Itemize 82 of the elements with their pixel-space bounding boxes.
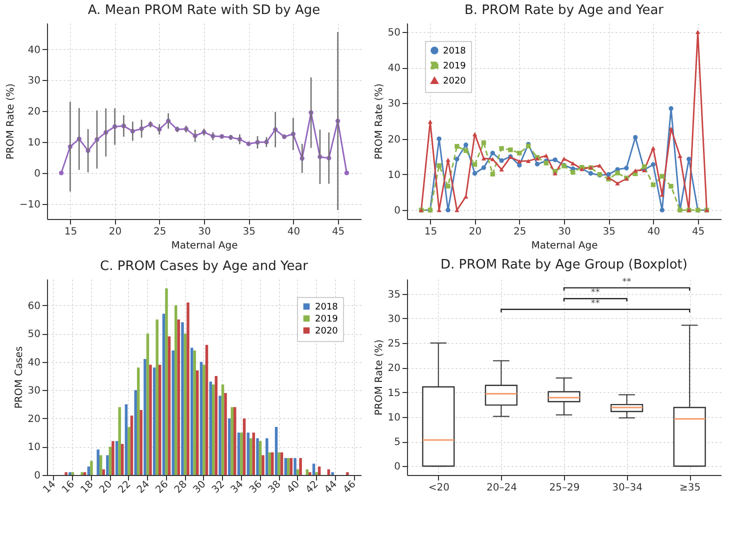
x-tick-label: 20–24 xyxy=(486,482,517,494)
legend-label: 2018 xyxy=(443,46,466,56)
legend-label: 2018 xyxy=(315,302,338,312)
y-tick-label: 25 xyxy=(388,338,400,350)
y-axis-title: PROM Cases xyxy=(14,346,25,409)
legend-label: 2020 xyxy=(315,326,338,336)
y-tick-label: 60 xyxy=(28,300,40,312)
x-tick-label: 35 xyxy=(602,226,616,238)
x-tick-label: 40 xyxy=(285,478,302,496)
x-axis-title: Maternal Age xyxy=(531,240,598,252)
x-tick-label: <20 xyxy=(428,482,450,494)
y-tick-label: 20 xyxy=(388,363,400,374)
x-tick-label: 20 xyxy=(108,226,122,238)
x-tick-label: 20 xyxy=(98,478,114,496)
y-tick-label: 20 xyxy=(388,134,400,146)
chart-title: B. PROM Rate by Age and Year xyxy=(464,3,664,18)
y-tick-label: 10 xyxy=(28,442,40,454)
x-tick-label: 20 xyxy=(468,226,482,238)
y-axis-title: PROM Rate (%) xyxy=(374,339,385,416)
x-tick-label: 45 xyxy=(692,226,705,238)
x-tick-label: 25 xyxy=(154,226,166,238)
y-axis-title: PROM Rate (%) xyxy=(5,83,16,160)
y-tick-label: 5 xyxy=(394,437,400,448)
y-tick-label: 15 xyxy=(388,388,400,399)
x-tick-label: 25 xyxy=(514,226,526,238)
chart-title: A. Mean PROM Rate with SD by Age xyxy=(88,3,320,18)
y-axis-title: PROM Rate (%) xyxy=(374,83,385,160)
x-tick-label: 36 xyxy=(248,478,265,496)
x-tick-label: 46 xyxy=(342,478,358,496)
y-tick-label: 50 xyxy=(28,329,40,340)
y-tick-label: 10 xyxy=(388,170,400,181)
y-tick-label: 50 xyxy=(388,27,400,38)
x-tick-label: 30–34 xyxy=(612,482,643,494)
x-tick-label: 30 xyxy=(198,226,211,238)
y-tick-label: 10 xyxy=(388,412,400,424)
x-tick-label: 16 xyxy=(60,478,77,496)
x-tick-label: 18 xyxy=(78,478,96,496)
y-tick-label: 10 xyxy=(28,138,40,149)
y-tick-label: 30 xyxy=(28,76,40,87)
chart-title: C. PROM Cases by Age and Year xyxy=(100,259,309,274)
x-tick-label: ≥35 xyxy=(680,482,701,494)
y-tick-label: 0 xyxy=(34,168,40,180)
x-tick-label: 42 xyxy=(304,478,321,496)
y-tick-label: 0 xyxy=(394,206,400,217)
x-tick-label: 25–29 xyxy=(549,482,580,494)
legend-label: 2020 xyxy=(443,76,466,86)
x-tick-label: 30 xyxy=(558,226,571,238)
x-tick-label: 14 xyxy=(41,478,58,496)
x-tick-label: 15 xyxy=(424,226,438,238)
annotation: ** xyxy=(590,288,600,298)
y-tick-label: 40 xyxy=(28,44,40,56)
x-tick-label: 45 xyxy=(332,226,345,238)
y-tick-label: −10 xyxy=(19,199,40,210)
legend-label: 2019 xyxy=(315,314,338,324)
x-tick-label: 26 xyxy=(154,478,171,496)
x-tick-label: 32 xyxy=(210,478,227,496)
x-tick-label: 40 xyxy=(647,226,660,238)
x-tick-label: 28 xyxy=(172,478,190,496)
x-tick-label: 15 xyxy=(64,226,78,238)
y-tick-label: 20 xyxy=(28,414,40,425)
y-tick-label: 40 xyxy=(28,357,40,368)
y-tick-label: 20 xyxy=(28,106,40,118)
y-tick-label: 30 xyxy=(388,314,400,325)
y-tick-label: 40 xyxy=(388,63,400,74)
annotation: ** xyxy=(590,298,600,309)
chart-title: D. PROM Rate by Age Group (Boxplot) xyxy=(440,257,688,272)
annotation: ** xyxy=(622,277,632,288)
x-tick-label: 44 xyxy=(322,478,340,496)
x-tick-label: 40 xyxy=(287,226,300,238)
x-tick-label: 38 xyxy=(266,478,284,496)
x-tick-label: 30 xyxy=(191,478,208,496)
x-tick-label: 22 xyxy=(116,478,134,496)
legend-label: 2019 xyxy=(443,62,466,72)
y-tick-label: 30 xyxy=(28,386,40,397)
y-tick-label: 0 xyxy=(34,470,40,482)
x-tick-label: 35 xyxy=(242,226,256,238)
y-tick-label: 35 xyxy=(388,289,400,300)
x-axis-title: Maternal Age xyxy=(171,240,238,252)
y-tick-label: 30 xyxy=(388,98,400,110)
x-tick-label: 34 xyxy=(228,478,246,496)
y-tick-label: 0 xyxy=(394,462,400,473)
x-tick-label: 24 xyxy=(135,478,152,496)
